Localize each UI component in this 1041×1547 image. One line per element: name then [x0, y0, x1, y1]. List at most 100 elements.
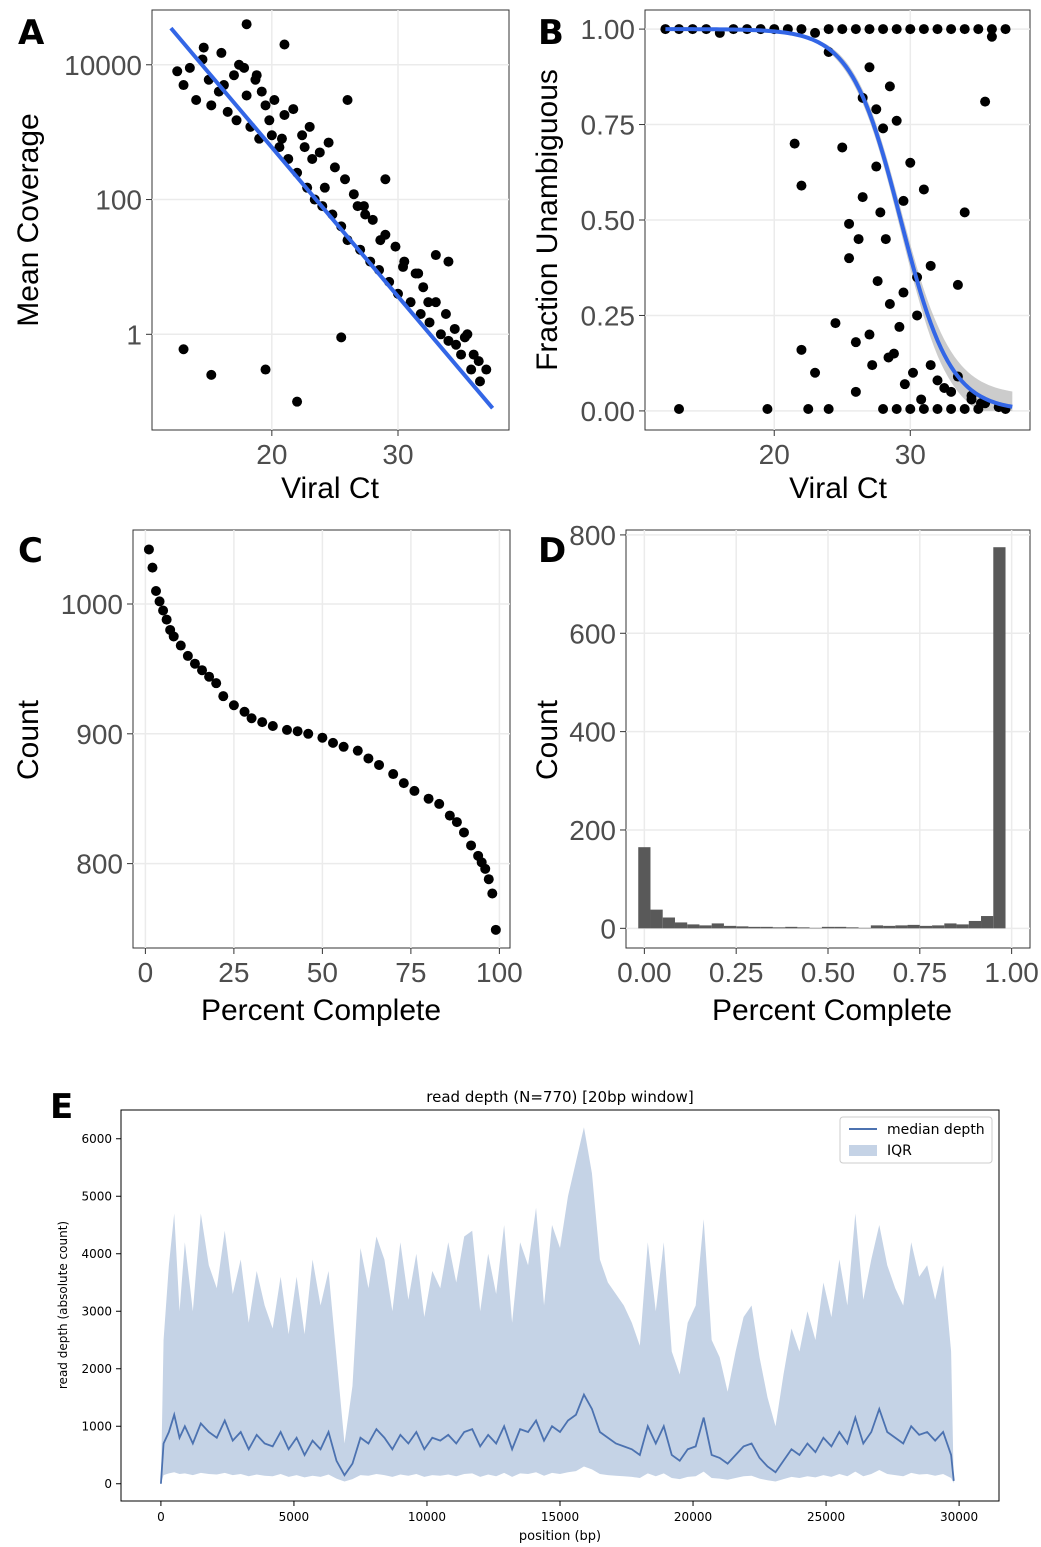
data-point: [850, 337, 861, 348]
data-point: [1000, 24, 1011, 35]
data-point: [871, 161, 882, 172]
data-point: [891, 115, 902, 126]
data-point: [473, 356, 484, 367]
data-point: [837, 142, 848, 153]
panel-b-points: [660, 24, 1011, 414]
data-point: [762, 404, 773, 414]
data-point: [905, 157, 916, 168]
data-point: [864, 329, 875, 340]
data-point: [348, 189, 359, 200]
data-point: [168, 631, 179, 642]
data-point: [456, 349, 467, 360]
data-point: [231, 115, 242, 126]
data-point: [158, 605, 169, 616]
data-point: [986, 24, 997, 35]
data-point: [239, 706, 250, 717]
data-point: [143, 544, 154, 555]
histogram-bar: [797, 927, 810, 929]
data-point: [939, 383, 950, 393]
data-point: [317, 732, 328, 743]
data-point: [260, 364, 271, 375]
data-point: [154, 596, 165, 607]
data-point: [342, 95, 353, 106]
data-point: [908, 367, 919, 378]
panel-c-letter: C: [18, 531, 43, 571]
data-point: [189, 658, 200, 669]
panel-e-y-ticks: 0 1000 2000 3000 4000 5000 6000: [81, 1132, 121, 1491]
data-point: [810, 27, 821, 38]
y-tick-label: 5000: [81, 1189, 112, 1203]
y-tick-label: 200: [569, 815, 616, 846]
confidence-band: [665, 29, 1013, 411]
data-point: [228, 700, 239, 711]
data-point: [430, 250, 441, 261]
histogram-bar: [883, 925, 896, 929]
data-point: [246, 713, 257, 724]
data-point: [276, 133, 287, 144]
data-point: [973, 24, 984, 35]
histogram-bar: [919, 925, 933, 929]
data-point: [925, 360, 936, 371]
histogram-bar: [907, 924, 920, 929]
data-point: [434, 798, 445, 809]
data-point: [823, 24, 834, 35]
data-point: [197, 665, 208, 676]
panel-b-x-ticks: 20 30: [759, 430, 926, 470]
data-point: [216, 47, 227, 58]
data-point: [423, 297, 434, 308]
histogram-bar: [760, 926, 773, 929]
histogram-bar: [699, 925, 712, 929]
data-point: [172, 66, 183, 77]
histogram-bar: [723, 925, 737, 929]
data-point: [336, 332, 347, 343]
data-point: [388, 769, 399, 780]
data-point: [241, 19, 252, 30]
data-point: [211, 678, 222, 689]
data-point: [823, 404, 834, 414]
data-point: [480, 863, 491, 874]
data-point: [307, 153, 318, 164]
data-point: [415, 309, 426, 320]
histogram-bar: [834, 926, 847, 929]
data-point: [367, 214, 378, 225]
data-point: [228, 70, 239, 81]
data-point: [440, 309, 451, 320]
data-point: [206, 369, 217, 380]
panel-c-points: [143, 544, 501, 935]
data-point: [288, 104, 299, 115]
data-point: [375, 235, 386, 246]
data-point: [292, 726, 303, 737]
panel-b-y-title: Fraction Unambiguous: [531, 69, 564, 371]
data-point: [352, 201, 363, 212]
data-point: [413, 268, 424, 279]
data-point: [844, 253, 855, 264]
histogram-bar: [821, 926, 835, 929]
x-tick-label: 20: [759, 439, 790, 470]
data-point: [363, 753, 374, 764]
data-point: [483, 874, 494, 885]
data-point: [409, 785, 420, 796]
data-point: [880, 234, 891, 245]
x-tick-label: 0: [138, 957, 154, 988]
panel-a-y-title: Mean Coverage: [12, 113, 45, 326]
data-point: [487, 888, 498, 899]
logistic-fit-line: [665, 27, 1013, 409]
data-point: [222, 106, 233, 117]
data-point: [853, 234, 864, 245]
panel-d-y-ticks: 0 200 400 600 800: [569, 520, 626, 944]
data-point: [871, 104, 882, 115]
data-point: [867, 360, 878, 371]
legend-iqr-swatch: [849, 1145, 877, 1156]
data-point: [918, 404, 929, 414]
data-point: [267, 721, 278, 732]
data-point: [299, 142, 310, 153]
data-point: [946, 24, 957, 35]
data-point: [918, 184, 929, 195]
histogram-bar: [809, 927, 822, 929]
data-point: [424, 317, 435, 328]
data-point: [182, 650, 193, 661]
x-tick-label: 0.75: [893, 957, 948, 988]
data-point: [898, 287, 909, 298]
data-point: [184, 62, 195, 73]
panel-c-y-ticks: 800 900 1000: [61, 589, 133, 880]
